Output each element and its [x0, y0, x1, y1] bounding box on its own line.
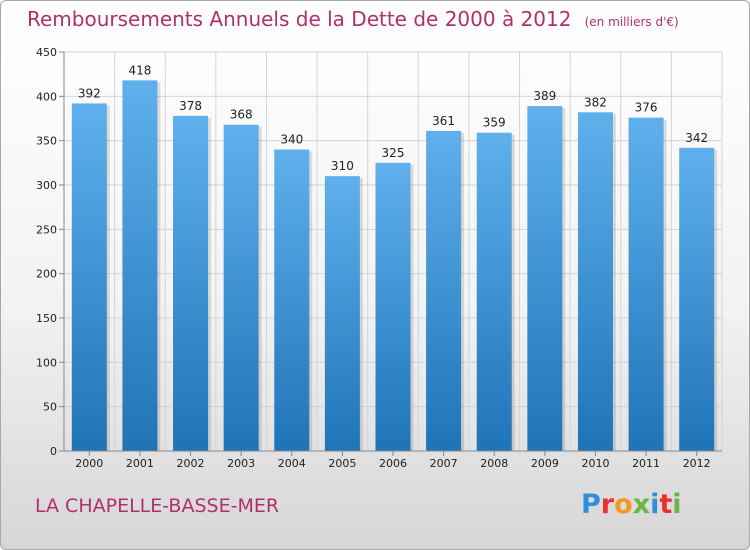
y-tick-label: 350	[36, 135, 57, 148]
x-tick-label: 2002	[177, 457, 205, 470]
data-label: 325	[382, 146, 405, 160]
data-label: 342	[685, 131, 708, 145]
bar-2003	[223, 124, 259, 451]
x-tick-label: 2009	[531, 457, 559, 470]
data-label: 310	[331, 159, 354, 173]
y-tick-label: 100	[36, 356, 57, 369]
x-tick-label: 2011	[632, 457, 660, 470]
data-label: 368	[230, 108, 253, 122]
data-label: 418	[128, 63, 151, 77]
data-label: 392	[78, 86, 101, 100]
bar-2007	[426, 130, 462, 451]
x-tick-label: 2003	[227, 457, 255, 470]
bar-2006	[375, 162, 411, 452]
chart-title-text: Remboursements Annuels de la Dette de 20…	[27, 7, 572, 31]
axes-layer: 0 50 100 150 200 250 300 350 400 450 2000 2001 2002 2…	[36, 46, 722, 470]
data-label: 359	[483, 116, 506, 130]
y-tick-label: 300	[36, 179, 57, 192]
bar-2009	[527, 106, 563, 451]
bar-2002	[173, 115, 209, 451]
data-label: 382	[584, 95, 607, 109]
y-tick-label: 0	[50, 445, 57, 458]
bar-2001	[122, 80, 158, 451]
data-label: 361	[432, 114, 455, 128]
x-tick-label: 2001	[126, 457, 154, 470]
bar-2012	[679, 147, 715, 451]
city-name: LA CHAPELLE-BASSE-MER	[35, 495, 280, 517]
x-tick-label: 2012	[683, 457, 711, 470]
chart-unit: (en milliers d'€)	[584, 15, 679, 29]
y-tick-label: 50	[43, 401, 57, 414]
proxiti-logo: Proxiti	[581, 489, 682, 520]
x-tick-label: 2008	[480, 457, 508, 470]
chart-title: Remboursements Annuels de la Dette de 20…	[27, 7, 679, 31]
bar-2000	[71, 103, 107, 451]
x-tick-label: 2010	[581, 457, 609, 470]
data-label: 340	[280, 133, 303, 147]
bar-2011	[628, 117, 664, 451]
bar-2005	[324, 176, 360, 451]
y-tick-label: 400	[36, 90, 57, 103]
bars-layer: 392 418 378 368 340 310 325 361 359 389 382 376 342	[71, 63, 718, 452]
y-tick-label: 450	[36, 46, 57, 59]
bar-2010	[577, 112, 613, 451]
y-tick-label: 200	[36, 268, 57, 281]
bar-2004	[274, 149, 310, 452]
x-tick-label: 2000	[75, 457, 103, 470]
y-tick-label: 250	[36, 223, 57, 236]
x-tick-label: 2005	[328, 457, 356, 470]
data-label: 378	[179, 99, 202, 113]
x-tick-label: 2004	[278, 457, 306, 470]
data-label: 376	[635, 101, 658, 115]
x-tick-label: 2006	[379, 457, 407, 470]
y-tick-label: 150	[36, 312, 57, 325]
data-label: 389	[533, 89, 556, 103]
x-tick-label: 2007	[430, 457, 458, 470]
bar-2008	[476, 132, 512, 452]
